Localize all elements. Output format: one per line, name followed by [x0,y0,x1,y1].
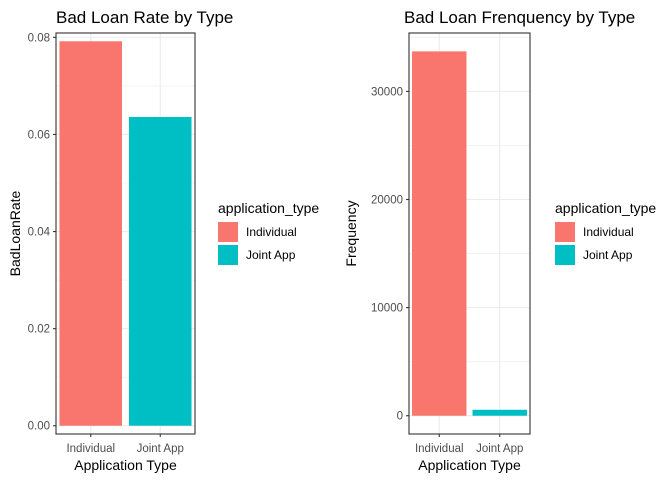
y-tick-label: 20000 [371,194,403,206]
legend: application_type Individual Joint App [218,200,319,265]
legend-label: Joint App [583,248,633,262]
x-axis: Individual Joint App [415,434,523,455]
y-axis: 0.00 0.02 0.04 0.06 0.08 [28,32,56,433]
legend-key [555,245,575,265]
chart-1: Bad Loan Rate by Type0.000.020.040.060.0… [7,8,319,473]
legend-label: Joint App [246,248,296,262]
y-axis-title: BadLoanRate [7,190,23,276]
y-axis-title: Frequency [343,200,359,266]
x-axis-title: Application Type [74,457,177,473]
y-tick-label: 10000 [371,303,403,315]
chart-2: Bad Loan Frenquency by Type 0 10000 20000 30… [343,8,656,473]
y-tick-label: 0 [397,411,403,423]
y-tick-label: 0.00 [28,421,50,433]
legend-title: application_type [555,200,656,216]
x-axis-title: Application Type [418,457,521,473]
y-tick-label: 30000 [371,86,403,98]
y-tick-label: 0.08 [28,32,50,44]
bar-joint-app [472,409,527,416]
x-axis: Individual Joint App [66,434,184,455]
x-tick-label: Joint App [137,443,184,455]
x-tick-label: Individual [415,443,464,455]
bar-individual [59,41,123,426]
bars [59,41,192,426]
legend-title: application_type [218,200,319,216]
bar-individual [412,51,467,416]
y-axis: 0 10000 20000 30000 [371,86,409,423]
legend: application_type Individual Joint App [555,200,656,265]
panel-border [408,32,531,435]
y-tick-label: 0.06 [28,129,50,141]
x-tick-label: Joint App [476,443,523,455]
chart-title: Bad Loan Rate by Type [56,8,233,27]
legend-label: Individual [583,225,634,239]
x-tick-label: Individual [66,443,115,455]
y-tick-label: 0.02 [28,324,50,336]
legend-key [218,222,238,242]
y-tick-label: 0.04 [28,227,51,239]
legend-key [218,245,238,265]
chart-title: Bad Loan Frenquency by Type [404,8,635,27]
panel-border [55,32,196,435]
bar-joint-app [128,116,192,426]
legend-key [555,222,575,242]
legend-label: Individual [246,225,297,239]
bars [412,51,527,416]
